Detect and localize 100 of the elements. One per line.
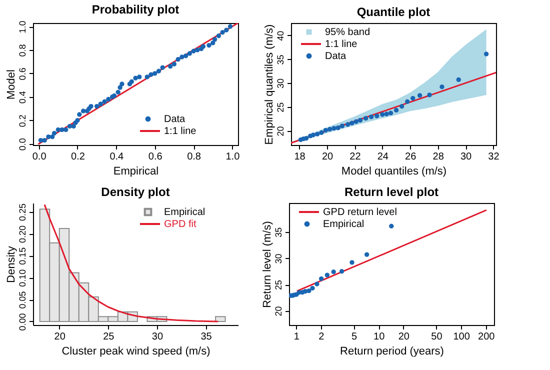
point [440,84,444,90]
point [38,138,44,143]
x-tick-label: 10 [374,332,386,342]
point [206,42,212,48]
point [336,126,340,130]
point [220,30,225,35]
point [427,92,432,98]
legend-label: GPD return level [323,207,397,218]
y-tick-label: 20 [276,126,286,136]
y-tick-label: 0.6 [18,68,28,80]
y-tick-label: 0.25 [18,204,28,222]
point [176,57,180,62]
point [332,126,336,131]
point [144,74,150,80]
y-tick-label: 35 [274,227,284,238]
x-tick-label: 30 [152,332,164,342]
point [380,112,385,117]
legend-label: 1:1 line [164,126,197,137]
y-tick-label: 0.0 [18,138,28,151]
x-tick-label: 28 [432,152,444,162]
y-tick-label: 0.10 [18,269,28,287]
point [384,112,389,116]
x-tick-label: 0.2 [71,152,86,162]
point [350,120,354,126]
y-tick-label: 1.0 [18,20,28,34]
point [152,71,158,76]
point [116,90,120,95]
y-tick-label: 0.4 [18,91,28,104]
point [405,99,410,104]
chart-title: Density plot [101,185,170,199]
chart-title: Quantile plot [356,5,430,19]
point [484,52,489,56]
y-tick-label: 0.05 [18,291,28,309]
y-tick-label: 30 [276,78,286,89]
point [80,108,86,114]
chart-title: Return level plot [344,185,439,199]
x-tick-label: 25 [103,332,115,342]
point [394,108,399,113]
legend-label: Empirical [164,207,206,218]
y-tick-label: 0.00 [18,313,28,331]
x-tick-label: 20 [54,332,66,342]
point [64,127,68,132]
y-tick-label: 25 [276,102,286,112]
x-tick-label: 5 [351,332,358,342]
point [118,85,122,90]
point [172,62,177,66]
x-tick-label: 1.0 [226,152,240,162]
x-tick-label: 18 [294,152,306,162]
x-tick-label: 50 [431,332,443,342]
point [399,104,404,109]
y-tick-label: 20 [274,306,284,316]
point [98,102,104,106]
point [137,74,142,80]
point [354,119,358,124]
y-tick-label: 40 [276,30,286,41]
point [410,96,416,101]
x-axis-title: Model quantiles (m/s) [341,166,447,178]
x-tick-label: 100 [453,332,470,342]
y-tick-label: 0.8 [18,44,28,57]
x-tick-label: 26 [405,152,417,162]
x-axis-title: Return period (years) [340,346,444,358]
point [168,64,173,69]
x-tick-label: 0.4 [110,152,124,162]
y-axis-title: Empirical quantiles (m/s) [264,24,276,145]
y-axis-title: Return level (m/s) [262,221,274,308]
text: GPD fit [164,219,196,230]
legend-label: 1:1 line [325,39,358,50]
point [77,112,82,117]
point [388,110,394,116]
point [102,99,107,104]
point [456,77,461,82]
point [304,136,309,141]
legend-label: Empirical [323,219,364,230]
x-tick-label: 22 [350,152,362,162]
point [129,79,134,84]
x-tick-label: 1 [294,332,300,342]
point [323,128,328,133]
point [67,124,72,129]
point [195,48,200,52]
point [358,118,363,123]
x-axis-title: Empirical [113,166,159,178]
point [75,118,80,123]
x-tick-label: 20 [398,332,410,342]
point [71,124,76,129]
legend-label: Data [325,51,347,62]
point [56,127,60,132]
x-tick-label: 24 [377,152,389,162]
y-tick-label: 35 [276,54,286,65]
point [224,28,229,32]
point [133,76,138,80]
legend-label: Data [164,114,186,125]
point [310,132,316,138]
y-tick-label: 0.20 [18,225,28,243]
x-tick-label: 20 [322,152,334,162]
point [314,132,320,136]
point [191,48,196,54]
chart-title: Probability plot [92,2,180,16]
point [363,116,368,121]
point [340,124,345,128]
x-tick-label: 0.0 [32,152,47,162]
